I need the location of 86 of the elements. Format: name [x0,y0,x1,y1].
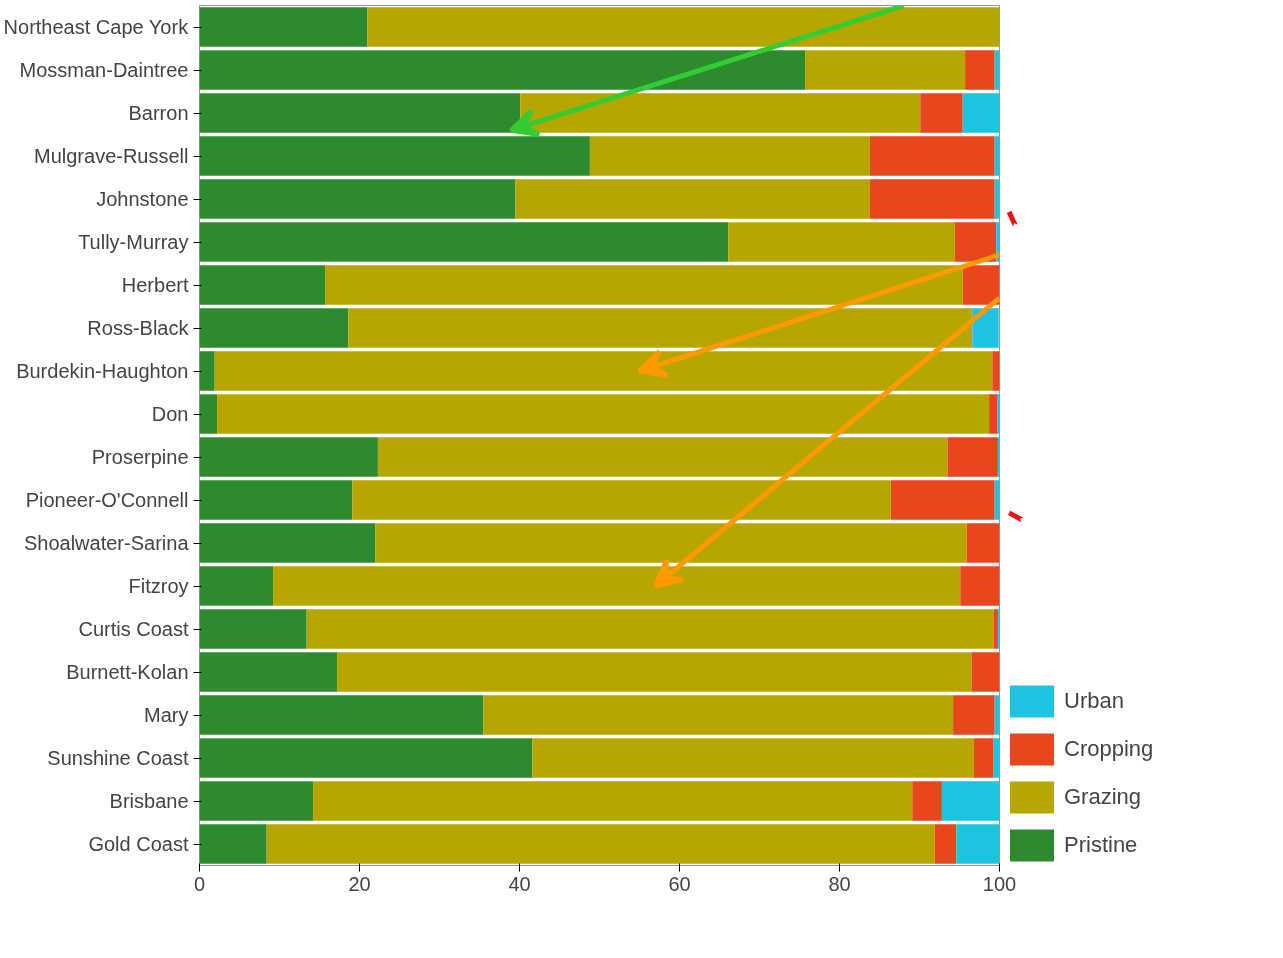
bar [890,480,995,520]
bar [805,50,966,90]
bar [515,179,870,219]
bar [869,179,995,219]
bar [306,609,994,649]
bar [377,437,948,477]
bar [199,652,338,692]
y-tick-label: Fitzroy [128,575,189,597]
x-tick-label: 80 [828,872,851,895]
y-tick-label: Shoalwater-Sarina [23,532,190,554]
y-tick-label: Northeast Cape York [3,16,190,38]
y-tick-label: Mossman-Daintree [19,59,189,81]
bar [352,480,891,520]
y-tick-label: Tully-Murray [78,231,189,253]
bar [199,308,349,348]
bar [199,781,314,821]
legend-label: Grazing [1064,784,1142,810]
bar [199,179,516,219]
bar [941,781,1000,821]
y-tick-label: Pioneer-O'Connell [25,489,189,511]
bar [217,394,990,434]
x-tick-label: 0 [193,872,206,895]
y-tick-label: Sunshine Coast [47,747,189,769]
bar [989,394,998,434]
y-tick-label: Mary [144,704,189,726]
bar [993,738,1000,778]
bar [993,609,998,649]
bar [962,265,1000,305]
bar [589,136,870,176]
bar [313,781,913,821]
bar [972,308,999,348]
bar [869,136,995,176]
bar [199,136,590,176]
bar [971,652,1000,692]
bar [199,480,353,520]
bar [532,738,974,778]
bar [954,222,997,262]
bar [214,351,993,391]
bar [973,738,994,778]
y-tick-label: Gold Coast [88,833,189,855]
bar [199,394,218,434]
bar [375,523,967,563]
y-tick-label: Burdekin-Haughton [16,360,189,382]
bar [199,351,215,391]
bar [966,523,1000,563]
bar [920,93,963,133]
x-tick-label: 60 [668,872,691,895]
bar [965,50,995,90]
y-tick-label: Proserpine [91,446,189,468]
bar [199,265,326,305]
bar [199,437,378,477]
bar [956,824,1000,864]
y-tick-label: Brisbane [109,790,189,812]
bar [199,523,376,563]
y-tick-label: Don [151,403,189,425]
y-tick-label: Curtis Coast [78,618,189,640]
x-tick-label: 40 [508,872,531,895]
bar [947,437,998,477]
y-tick-label: Barron [128,102,189,124]
bar [199,738,533,778]
bar [199,695,484,735]
bar [199,566,274,606]
legend-label: Pristine [1064,832,1138,858]
bar [199,824,267,864]
y-tick-label: Johnstone [96,188,189,210]
bar [266,824,935,864]
bar [337,652,972,692]
bar [199,222,729,262]
legend-label: Cropping [1064,736,1154,762]
bar [934,824,957,864]
legend-label: Urban [1064,688,1124,714]
bar [483,695,954,735]
bar [960,566,1000,606]
y-tick-label: Ross-Black [87,317,190,339]
bar [728,222,955,262]
bar [199,7,368,47]
bar [953,695,995,735]
bar [199,609,307,649]
y-tick-label: Mulgrave-Russell [34,145,189,167]
bar [962,93,1000,133]
y-tick-label: Herbert [121,274,189,296]
bar [992,351,1000,391]
x-tick-label: 20 [348,872,371,895]
y-tick-label: Burnett-Kolan [66,661,189,683]
bar [912,781,942,821]
x-tick-label: 100 [982,872,1017,895]
